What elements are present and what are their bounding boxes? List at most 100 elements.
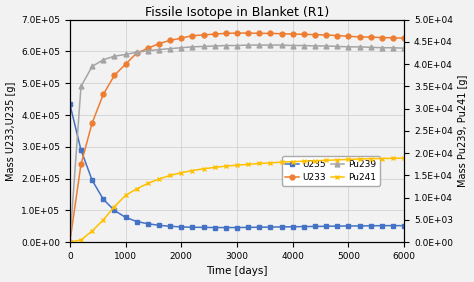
U233 bbox=[323, 33, 329, 37]
Pu239 bbox=[401, 47, 407, 50]
U233 bbox=[145, 47, 151, 50]
U235 bbox=[201, 226, 206, 229]
Pu239 bbox=[234, 44, 240, 47]
U233 bbox=[201, 33, 206, 37]
U233 bbox=[156, 42, 162, 45]
Pu241 bbox=[212, 166, 218, 169]
Pu241 bbox=[111, 205, 117, 208]
Pu241 bbox=[78, 238, 84, 242]
Pu241 bbox=[167, 174, 173, 177]
U233 bbox=[368, 36, 374, 39]
U233 bbox=[223, 32, 228, 35]
U233 bbox=[346, 35, 351, 38]
U235 bbox=[301, 225, 307, 228]
Pu239 bbox=[78, 85, 84, 88]
Pu241 bbox=[234, 164, 240, 167]
Pu239 bbox=[134, 50, 139, 54]
U233 bbox=[335, 34, 340, 37]
U233 bbox=[401, 36, 407, 40]
Pu239 bbox=[89, 65, 95, 68]
U235 bbox=[279, 225, 284, 229]
Pu239 bbox=[335, 45, 340, 48]
Pu241 bbox=[246, 163, 251, 166]
U233 bbox=[256, 32, 262, 35]
Pu241 bbox=[100, 218, 106, 222]
U233 bbox=[167, 39, 173, 42]
Pu239 bbox=[111, 54, 117, 58]
Pu239 bbox=[379, 46, 385, 49]
Pu241 bbox=[379, 157, 385, 160]
U235 bbox=[368, 224, 374, 228]
U233 bbox=[190, 34, 195, 37]
U235 bbox=[390, 224, 396, 227]
U235 bbox=[268, 225, 273, 229]
U235 bbox=[89, 179, 95, 182]
U233 bbox=[100, 93, 106, 96]
Line: Pu239: Pu239 bbox=[67, 43, 407, 244]
Pu239 bbox=[368, 46, 374, 49]
U233 bbox=[111, 74, 117, 77]
Pu239 bbox=[290, 44, 296, 47]
Pu239 bbox=[223, 44, 228, 47]
Line: Pu241: Pu241 bbox=[67, 156, 407, 244]
Y-axis label: Mass U233,U235 [g]: Mass U233,U235 [g] bbox=[6, 81, 16, 181]
U235 bbox=[167, 224, 173, 228]
U235 bbox=[111, 209, 117, 212]
U235 bbox=[100, 198, 106, 201]
U233 bbox=[246, 31, 251, 35]
Pu239 bbox=[201, 45, 206, 48]
U235 bbox=[256, 226, 262, 229]
U235 bbox=[379, 224, 385, 227]
U235 bbox=[290, 225, 296, 228]
Pu239 bbox=[156, 48, 162, 51]
Pu239 bbox=[212, 44, 218, 48]
U235 bbox=[312, 225, 318, 228]
X-axis label: Time [days]: Time [days] bbox=[206, 266, 268, 276]
Pu239 bbox=[123, 53, 128, 56]
Pu239 bbox=[145, 49, 151, 52]
Pu241 bbox=[134, 187, 139, 190]
Pu239 bbox=[279, 43, 284, 47]
U233 bbox=[89, 121, 95, 125]
U233 bbox=[178, 36, 184, 40]
Pu241 bbox=[89, 229, 95, 233]
Pu241 bbox=[190, 169, 195, 172]
U233 bbox=[123, 63, 128, 66]
U233 bbox=[134, 51, 139, 55]
Title: Fissile Isotope in Blanket (R1): Fissile Isotope in Blanket (R1) bbox=[145, 6, 329, 19]
Pu239 bbox=[312, 44, 318, 48]
U235 bbox=[246, 226, 251, 229]
Pu241 bbox=[178, 171, 184, 175]
U233 bbox=[379, 36, 385, 39]
U233 bbox=[268, 32, 273, 35]
Pu241 bbox=[123, 194, 128, 197]
U235 bbox=[357, 224, 363, 228]
U235 bbox=[401, 224, 407, 227]
Pu241 bbox=[268, 161, 273, 165]
Pu239 bbox=[67, 241, 73, 244]
U235 bbox=[212, 226, 218, 229]
Pu239 bbox=[268, 43, 273, 47]
U235 bbox=[234, 226, 240, 229]
U233 bbox=[390, 36, 396, 39]
Pu241 bbox=[390, 157, 396, 160]
U233 bbox=[67, 241, 73, 244]
U235 bbox=[156, 224, 162, 227]
U233 bbox=[357, 35, 363, 39]
Y-axis label: Mass Pu239, Pu241 [g]: Mass Pu239, Pu241 [g] bbox=[458, 75, 468, 187]
U235 bbox=[190, 226, 195, 229]
U235 bbox=[323, 224, 329, 228]
Line: U235: U235 bbox=[68, 102, 406, 230]
Pu241 bbox=[368, 157, 374, 160]
Pu241 bbox=[323, 158, 329, 162]
Pu241 bbox=[290, 160, 296, 163]
Pu239 bbox=[178, 46, 184, 49]
U233 bbox=[279, 32, 284, 36]
Pu241 bbox=[357, 157, 363, 161]
Pu241 bbox=[279, 160, 284, 164]
U233 bbox=[212, 32, 218, 36]
U235 bbox=[335, 224, 340, 228]
Pu241 bbox=[223, 164, 228, 168]
Pu239 bbox=[357, 45, 363, 49]
U235 bbox=[145, 222, 151, 225]
